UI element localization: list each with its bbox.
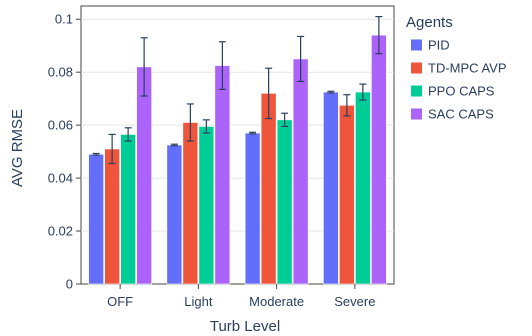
axes: 0 0.02 0.04 0.06 0.08 0.1 OFF Light Moderate Seve… [48,12,376,309]
x-axis-title: Turb Level [210,318,280,335]
bar [136,66,152,285]
bar [88,153,104,285]
y-axis-title: AVG RMSE [9,109,26,187]
legend-title: Agents [406,14,453,31]
legend-swatch [411,62,422,74]
bar [371,34,387,285]
y-tick-label: 0 [66,277,73,292]
y-tick-label: 0.04 [48,171,73,186]
y-tick-label: 0.02 [48,224,73,239]
y-tick-label: 0.1 [55,12,73,27]
bar [166,144,183,285]
bar [244,132,261,285]
bar [323,91,339,285]
legend: Agents PID TD-MPC AVP PPO CAPS SAC CAPS [406,14,507,122]
x-tick-label: Light [184,294,213,309]
legend-label: PPO CAPS [428,84,495,99]
legend-swatch [411,39,422,51]
bar [198,126,215,285]
y-tick-label: 0.08 [48,65,73,80]
legend-label: PID [428,38,450,53]
bar [339,104,355,285]
bar [260,93,277,285]
legend-swatch [411,108,422,120]
x-tick-label: Severe [334,294,375,309]
bar [214,65,231,285]
bar [276,119,293,285]
bars [88,34,387,285]
y-tick-label: 0.06 [48,118,73,133]
x-tick-label: Moderate [249,294,304,309]
x-tick-label: OFF [107,294,133,309]
error-bars [92,15,383,165]
legend-label: TD-MPC AVP [428,61,507,76]
bar [182,122,199,285]
bar [355,91,371,285]
legend-label: SAC CAPS [428,107,494,122]
bar [120,134,136,285]
bar [104,148,120,285]
legend-swatch [411,85,422,97]
bar [292,58,309,285]
